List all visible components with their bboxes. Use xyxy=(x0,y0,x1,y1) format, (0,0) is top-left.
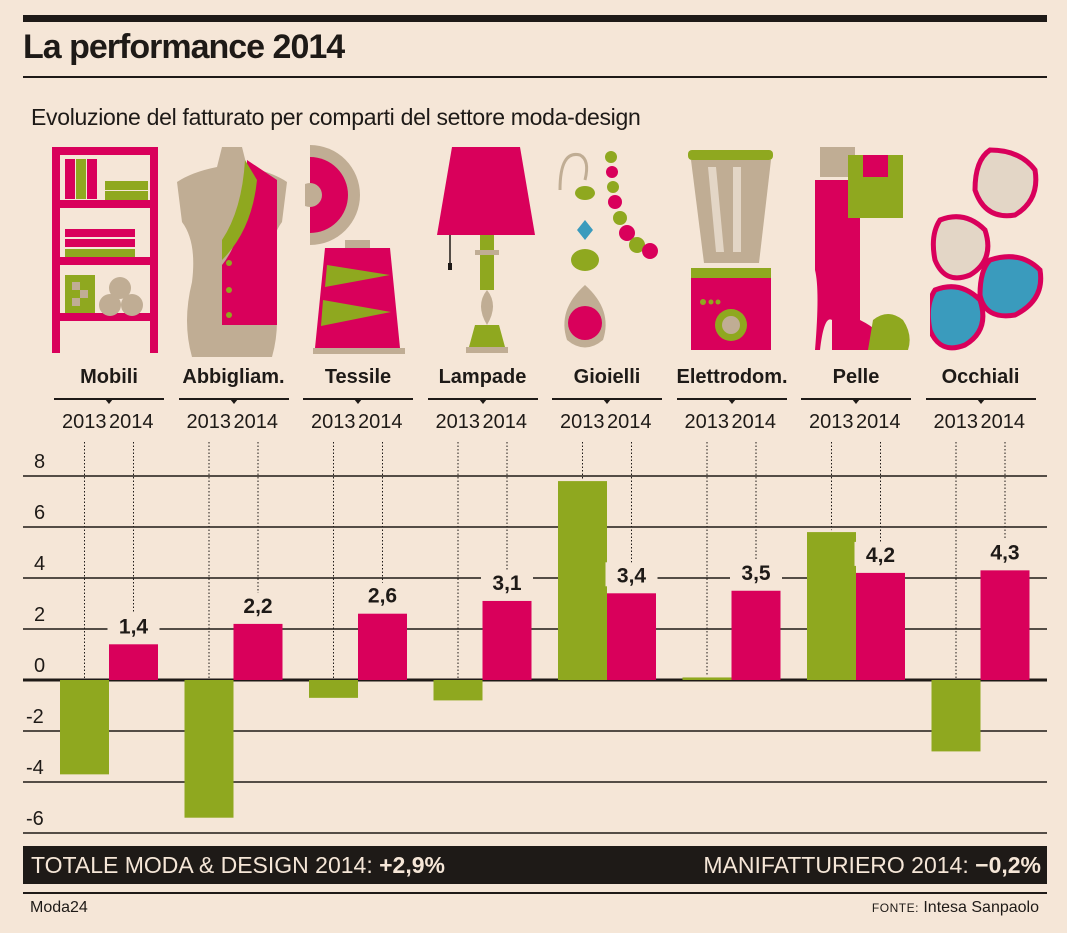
category-divider xyxy=(801,398,911,404)
blender-icon xyxy=(688,150,773,350)
bar-2013-mobili xyxy=(60,680,109,775)
total-moda-design-label: TOTALE MODA & DESIGN 2014: xyxy=(31,852,380,878)
bar-2013-elettrodom xyxy=(682,677,732,680)
table-lamp-icon xyxy=(437,147,535,353)
bar-2014-lampade xyxy=(482,600,532,680)
total-manifatturiero-value: −0,2% xyxy=(975,852,1041,878)
source-name: Intesa Sanpaolo xyxy=(918,899,1039,916)
category-label: Tessile xyxy=(324,366,392,388)
footer-divider xyxy=(23,892,1047,894)
y-tick-label: -4 xyxy=(26,757,44,779)
category-divider xyxy=(552,398,662,404)
year-label-2013: 2013 xyxy=(186,411,232,433)
jewelry-icon xyxy=(558,151,658,348)
bar-2013-abbigliam xyxy=(184,680,234,818)
y-tick-label: -2 xyxy=(26,706,44,728)
category-label: Lampade xyxy=(438,366,527,388)
source-credit: FONTE: Intesa Sanpaolo xyxy=(872,899,1039,917)
year-label-2014: 2014 xyxy=(358,411,403,433)
bar-2014-tessile xyxy=(358,613,407,680)
data-label-bg xyxy=(979,539,1031,564)
title-divider xyxy=(23,76,1047,78)
category-divider xyxy=(54,398,164,404)
category-divider xyxy=(676,398,787,404)
bar-2013-occhiali xyxy=(931,680,981,752)
y-tick-label: -6 xyxy=(26,808,44,830)
glasses-icon xyxy=(930,147,1044,351)
category-label: Occhiali xyxy=(941,366,1020,388)
category-illustrations xyxy=(45,145,1045,360)
data-label: 2,6 xyxy=(368,585,397,608)
y-tick-label: 8 xyxy=(34,451,45,473)
data-label: 4,3 xyxy=(990,541,1019,564)
source-label: FONTE: xyxy=(871,901,919,915)
category-divider xyxy=(303,398,413,404)
data-label: 3,1 xyxy=(492,572,522,595)
data-label-bg xyxy=(356,582,409,607)
bar-chart: 8 6 4 2 0 -2 -4 -6 1,4 2,2 2,6 3,1 3,4 3,5 4,2 4,3 xyxy=(23,442,1047,834)
chart-subtitle: Evoluzione del fatturato per comparti de… xyxy=(31,104,641,130)
total-manifatturiero: MANIFATTURIERO 2014: −0,2% xyxy=(703,852,1041,879)
bar-2014-elettrodom xyxy=(731,590,781,680)
data-label-bg xyxy=(232,592,284,617)
data-label: 2,2 xyxy=(243,595,272,618)
data-label-bg xyxy=(481,569,533,594)
category-divider xyxy=(427,398,538,404)
bookshelf-icon xyxy=(52,147,158,353)
category-label: Pelle xyxy=(832,366,880,388)
category-divider xyxy=(178,398,289,404)
year-label-2013: 2013 xyxy=(62,411,107,433)
year-label-2014: 2014 xyxy=(482,411,528,433)
category-label: Abbigliam. xyxy=(182,366,285,388)
bar-2013-gioielli xyxy=(558,481,607,680)
bar-2014-pelle xyxy=(856,572,905,680)
data-label-bg xyxy=(605,562,658,587)
data-label: 1,4 xyxy=(119,615,149,638)
y-tick-label: 0 xyxy=(34,655,45,677)
category-divider xyxy=(925,398,1036,404)
data-label-bg xyxy=(854,541,907,566)
year-label-2014: 2014 xyxy=(731,411,777,433)
year-label-2014: 2014 xyxy=(233,411,279,433)
top-rule xyxy=(23,15,1047,22)
totals-bar: TOTALE MODA & DESIGN 2014: +2,9% MANIFAT… xyxy=(23,846,1047,884)
bar-2013-pelle xyxy=(807,532,856,680)
thread-spool-icon xyxy=(305,145,405,354)
data-label: 3,5 xyxy=(741,562,771,585)
bar-2014-gioielli xyxy=(607,593,656,680)
bar-2014-occhiali xyxy=(980,570,1030,680)
y-tick-label: 2 xyxy=(34,604,45,626)
bar-2014-mobili xyxy=(109,644,158,680)
data-label: 4,2 xyxy=(866,544,895,567)
bar-2013-tessile xyxy=(309,680,358,698)
y-tick-label: 4 xyxy=(34,553,45,575)
year-label-2013: 2013 xyxy=(311,411,356,433)
year-label-2014: 2014 xyxy=(856,411,901,433)
category-label: Elettrodom. xyxy=(676,366,788,388)
brand-label: Moda24 xyxy=(30,899,88,916)
year-label-2013: 2013 xyxy=(933,411,979,433)
data-label-bg xyxy=(107,613,160,638)
year-label-2014: 2014 xyxy=(607,411,652,433)
bar-2014-abbigliam xyxy=(233,623,283,680)
data-label-bg xyxy=(730,559,782,584)
year-label-2014: 2014 xyxy=(109,411,154,433)
year-label-2013: 2013 xyxy=(809,411,854,433)
dress-form-icon xyxy=(177,147,287,357)
category-label: Gioielli xyxy=(573,366,641,388)
total-moda-design-value: +2,9% xyxy=(379,852,445,878)
year-label-2014: 2014 xyxy=(980,411,1026,433)
y-tick-label: 6 xyxy=(34,502,45,524)
data-label: 3,4 xyxy=(617,564,647,587)
bar-2013-lampade xyxy=(433,680,483,701)
page-title: La performance 2014 xyxy=(23,28,345,66)
total-moda-design: TOTALE MODA & DESIGN 2014: +2,9% xyxy=(31,852,445,879)
year-label-2013: 2013 xyxy=(435,411,481,433)
boot-bag-icon xyxy=(815,147,910,350)
year-label-2013: 2013 xyxy=(684,411,730,433)
total-manifatturiero-label: MANIFATTURIERO 2014: xyxy=(703,852,976,878)
category-label: Mobili xyxy=(80,366,138,388)
year-label-2013: 2013 xyxy=(560,411,605,433)
